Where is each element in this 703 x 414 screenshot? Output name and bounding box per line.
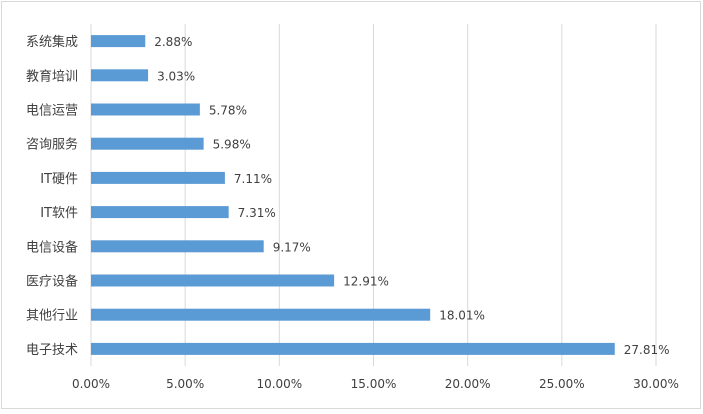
bar — [91, 240, 264, 253]
data-label: 7.31% — [238, 206, 276, 220]
bar — [91, 342, 615, 355]
category-label: 教育培训 — [26, 68, 78, 84]
data-label: 18.01% — [439, 309, 485, 323]
data-label: 5.78% — [209, 104, 247, 118]
data-label: 7.11% — [234, 172, 272, 186]
data-label: 3.03% — [157, 69, 195, 83]
category-label: 系统集成 — [26, 34, 78, 50]
bar — [91, 206, 229, 219]
x-tick-label: 5.00% — [166, 377, 204, 391]
category-label: IT软件 — [40, 206, 78, 221]
x-axis-tick-labels: 0.00% 5.00% 10.00% 15.00% 20.00% 25.00% 30.00% — [72, 377, 679, 391]
category-label: 电子技术 — [26, 343, 78, 358]
x-tick-label: 25.00% — [539, 377, 585, 391]
bar — [91, 274, 335, 287]
category-label: IT硬件 — [40, 172, 78, 187]
data-labels: 2.88% 3.03% 5.78% 5.98% 7.11% 7.31% 9.17% 12.91… — [154, 35, 669, 357]
bar — [91, 137, 204, 150]
x-tick-label: 20.00% — [445, 377, 491, 391]
x-tick-label: 0.00% — [72, 377, 110, 391]
bar — [91, 308, 431, 321]
category-label: 其他行业 — [26, 309, 78, 324]
data-label: 9.17% — [273, 240, 311, 254]
category-label: 咨询服务 — [26, 137, 78, 153]
bar-layer — [91, 35, 615, 355]
data-label: 27.81% — [624, 343, 670, 357]
x-tick-label: 30.00% — [633, 377, 679, 391]
data-label: 12.91% — [343, 275, 389, 289]
bar — [91, 35, 146, 48]
bar — [91, 103, 200, 116]
bar — [91, 69, 149, 82]
data-label: 2.88% — [154, 35, 192, 49]
bar — [91, 171, 225, 184]
grid-layer — [90, 24, 657, 366]
category-label: 电信设备 — [26, 239, 78, 255]
category-label: 医疗设备 — [26, 274, 78, 290]
category-label: 电信运营 — [26, 104, 78, 119]
x-tick-label: 15.00% — [351, 377, 397, 391]
data-label: 5.98% — [213, 138, 251, 152]
x-tick-label: 10.00% — [256, 377, 302, 391]
